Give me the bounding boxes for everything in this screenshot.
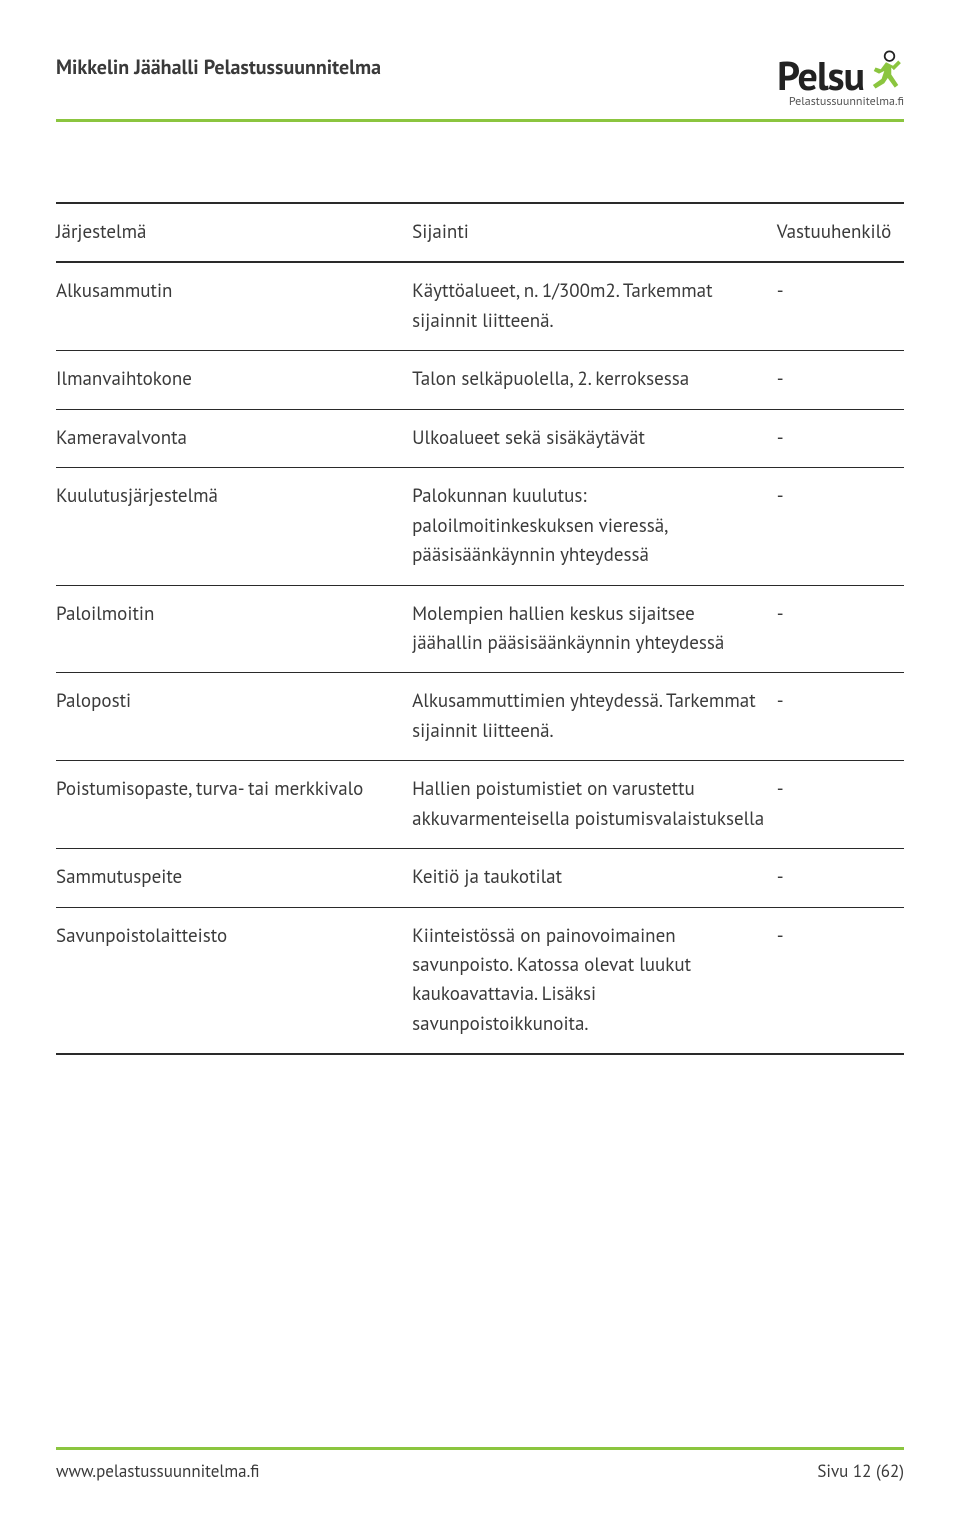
cell-system: Kuulutusjärjestelmä (56, 468, 412, 585)
cell-system: Paloposti (56, 673, 412, 761)
table-header-row: Järjestelmä Sijainti Vastuuhenkilö (56, 203, 904, 262)
cell-responsible: - (777, 585, 904, 673)
cell-system: Poistumisopaste, turva- tai merkkivalo (56, 761, 412, 849)
col-header-responsible: Vastuuhenkilö (777, 203, 904, 262)
footer-row: www.pelastussuunnitelma.fi Sivu 12 (62) (56, 1460, 904, 1482)
cell-location: Talon selkäpuolella, 2. kerroksessa (412, 351, 777, 409)
cell-responsible: - (777, 351, 904, 409)
cell-system: Sammutuspeite (56, 849, 412, 907)
cell-responsible: - (777, 907, 904, 1054)
logo: Pelsu Pelastussuunnitelma.fi (777, 48, 904, 109)
cell-location: Kiinteistössä on painovoimainen savunpoi… (412, 907, 777, 1054)
cell-system: Kameravalvonta (56, 409, 412, 467)
table-row: PalopostiAlkusammuttimien yhteydessä. Ta… (56, 673, 904, 761)
cell-system: Alkusammutin (56, 262, 412, 350)
col-header-system: Järjestelmä (56, 203, 412, 262)
table-row: Poistumisopaste, turva- tai merkkivaloHa… (56, 761, 904, 849)
page-header: Mikkelin Jäähalli Pelastussuunnitelma Pe… (56, 48, 904, 109)
col-header-location: Sijainti (412, 203, 777, 262)
cell-location: Keitiö ja taukotilat (412, 849, 777, 907)
table-row: PaloilmoitinMolempien hallien keskus sij… (56, 585, 904, 673)
running-person-icon (868, 50, 904, 92)
cell-responsible: - (777, 262, 904, 350)
header-rule (56, 119, 904, 122)
table-row: SavunpoistolaitteistoKiinteistössä on pa… (56, 907, 904, 1054)
cell-responsible: - (777, 673, 904, 761)
cell-responsible: - (777, 761, 904, 849)
cell-system: Paloilmoitin (56, 585, 412, 673)
cell-responsible: - (777, 849, 904, 907)
cell-responsible: - (777, 409, 904, 467)
logo-subtext: Pelastussuunnitelma.fi (789, 94, 904, 109)
footer-url: www.pelastussuunnitelma.fi (56, 1460, 259, 1482)
cell-location: Ulkoalueet sekä sisäkäytävät (412, 409, 777, 467)
table-row: IlmanvaihtokoneTalon selkäpuolella, 2. k… (56, 351, 904, 409)
footer-page-number: Sivu 12 (62) (817, 1460, 904, 1482)
table-row: AlkusammutinKäyttöalueet, n. 1/300m2. Ta… (56, 262, 904, 350)
cell-location: Molempien hallien keskus sijaitsee jääha… (412, 585, 777, 673)
cell-system: Ilmanvaihtokone (56, 351, 412, 409)
table-row: KuulutusjärjestelmäPalokunnan kuulutus: … (56, 468, 904, 585)
logo-text: Pelsu (777, 56, 864, 96)
table-row: SammutuspeiteKeitiö ja taukotilat- (56, 849, 904, 907)
header-title: Mikkelin Jäähalli Pelastussuunnitelma (56, 48, 381, 80)
table-row: KameravalvontaUlkoalueet sekä sisäkäytäv… (56, 409, 904, 467)
footer-rule (56, 1447, 904, 1450)
cell-location: Palokunnan kuulutus: paloilmoitinkeskuks… (412, 468, 777, 585)
logo-top: Pelsu (777, 48, 904, 96)
cell-system: Savunpoistolaitteisto (56, 907, 412, 1054)
systems-table: Järjestelmä Sijainti Vastuuhenkilö Alkus… (56, 202, 904, 1055)
cell-location: Käyttöalueet, n. 1/300m2. Tarkemmat sija… (412, 262, 777, 350)
cell-location: Hallien poistumistiet on varustettu akku… (412, 761, 777, 849)
cell-location: Alkusammuttimien yhteydessä. Tarkemmat s… (412, 673, 777, 761)
page-footer: www.pelastussuunnitelma.fi Sivu 12 (62) (56, 1447, 904, 1482)
cell-responsible: - (777, 468, 904, 585)
